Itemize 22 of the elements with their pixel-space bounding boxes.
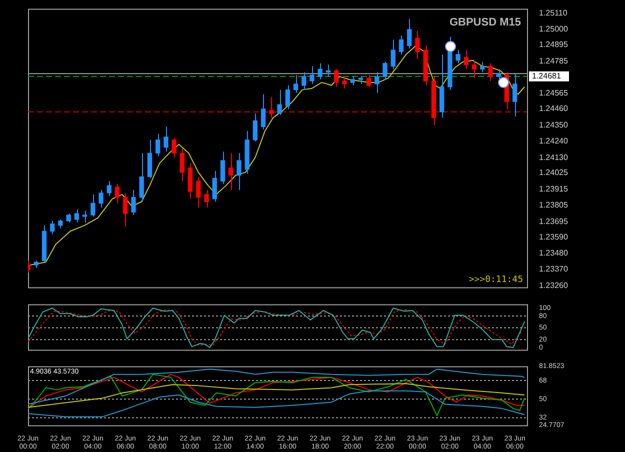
annotation: >>>0:11:45 [468,275,523,286]
y-tick-label: 1.23480 [539,248,568,258]
y-tick-label: 1.24565 [539,88,568,98]
y-tick-label: 1.23695 [539,216,568,226]
y-tick-label: 1.24895 [539,40,568,50]
y-tick-label: 1.24240 [539,136,568,146]
y-tick-label: 1.24130 [539,152,568,162]
y-tick-label: 1.24350 [539,120,568,130]
y-tick-label: 1.23805 [539,200,568,210]
candlestick [342,76,347,89]
y-tick-label: 1.23260 [539,280,568,290]
y-tick-label: 1.25110 [539,8,568,18]
y-tick-label: 1.24785 [539,56,568,66]
y-tick-label: 1.24460 [539,104,568,114]
text: GBPUSD M15 [449,16,521,28]
ref-line-label: 1.24681 [532,72,562,81]
y-tick-label: 1.24025 [539,168,568,178]
y-tick-label: 1.23590 [539,232,568,242]
y-tick-label: 1.23370 [539,264,568,274]
y-tick-label: 1.25000 [539,24,568,34]
candlestick [350,76,355,86]
y-tick-label: 1.23915 [539,184,568,194]
